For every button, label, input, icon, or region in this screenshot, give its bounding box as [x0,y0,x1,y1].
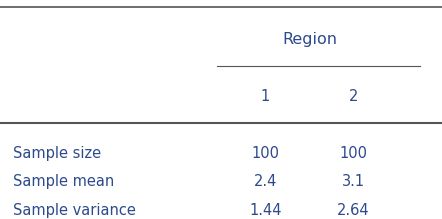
Text: 100: 100 [339,146,368,161]
Text: 2.4: 2.4 [254,174,277,189]
Text: Region: Region [282,32,337,47]
Text: Sample variance: Sample variance [13,203,136,218]
Text: Sample size: Sample size [13,146,101,161]
Text: 100: 100 [251,146,279,161]
Text: 1.44: 1.44 [249,203,282,218]
Text: Sample mean: Sample mean [13,174,114,189]
Text: 3.1: 3.1 [342,174,365,189]
Text: 2: 2 [349,89,358,104]
Text: 1: 1 [261,89,270,104]
Text: 2.64: 2.64 [337,203,370,218]
